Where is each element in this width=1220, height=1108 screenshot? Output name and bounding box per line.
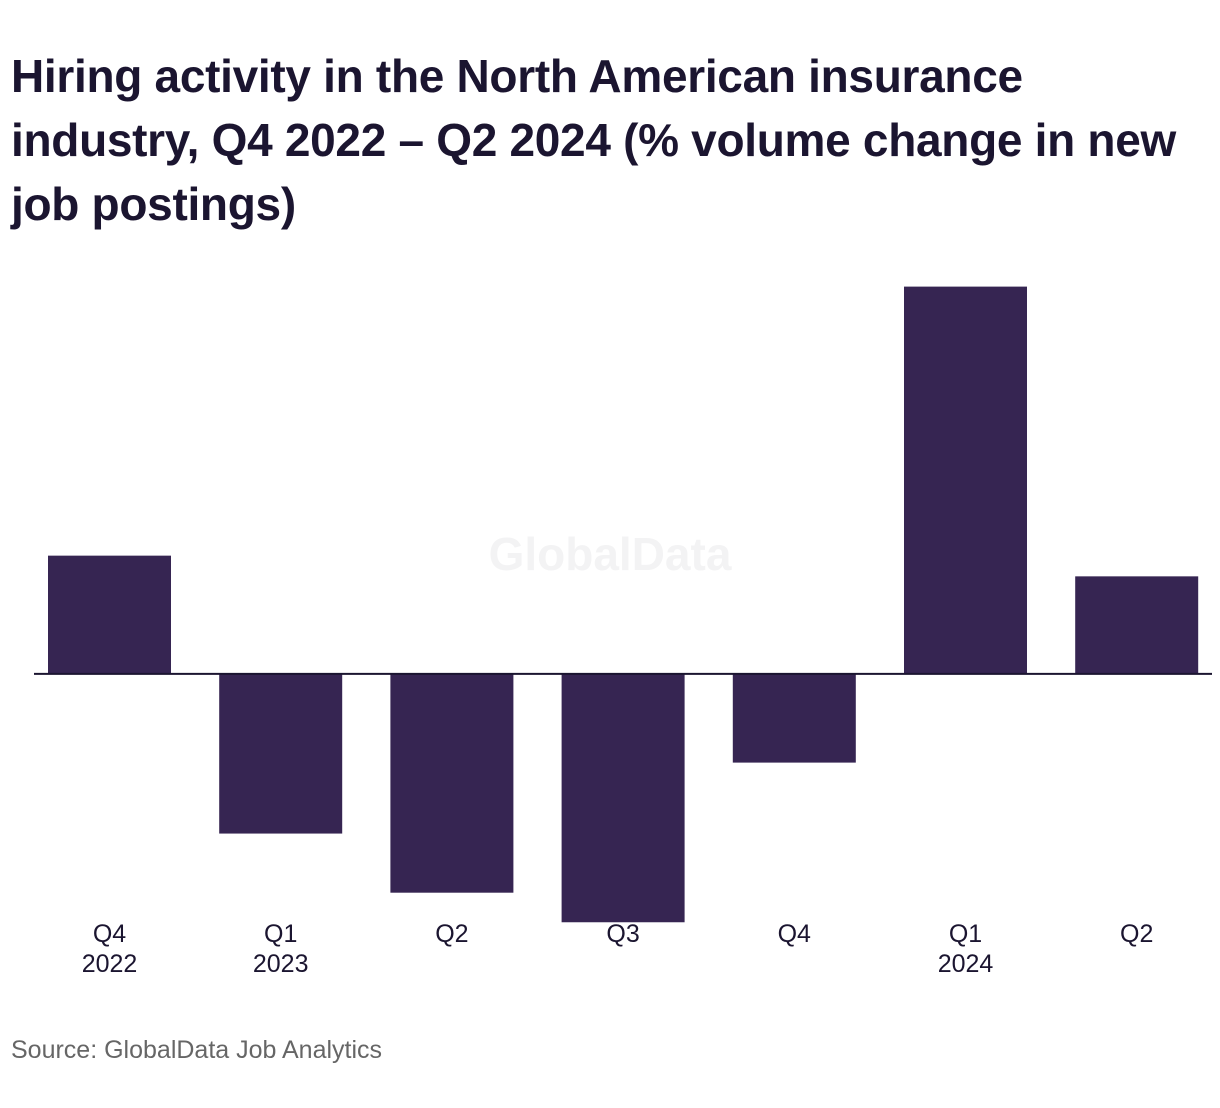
x-tick-label-1-1: 2023 bbox=[253, 950, 309, 978]
bar-0 bbox=[48, 555, 171, 674]
bar-5 bbox=[904, 286, 1027, 674]
bars-group bbox=[48, 286, 1199, 923]
bar-4 bbox=[732, 673, 856, 763]
x-tick-label-4-0: Q4 bbox=[778, 920, 811, 948]
bar-3 bbox=[561, 673, 685, 923]
bar-1 bbox=[219, 673, 343, 834]
watermark: GlobalData bbox=[489, 528, 732, 580]
x-tick-label-0-0: Q4 bbox=[93, 920, 126, 948]
x-tick-label-1-0: Q1 bbox=[264, 920, 297, 948]
bar-2 bbox=[390, 673, 514, 893]
x-tick-label-0-1: 2022 bbox=[82, 950, 138, 978]
bar-6 bbox=[1075, 576, 1199, 674]
x-tick-label-3-0: Q3 bbox=[606, 920, 639, 948]
source-note: Source: GlobalData Job Analytics bbox=[11, 1036, 383, 1064]
chart-title: Hiring activity in the North American in… bbox=[11, 50, 1176, 230]
x-tick-label-2-0: Q2 bbox=[435, 920, 468, 948]
x-tick-label-6-0: Q2 bbox=[1120, 920, 1153, 948]
x-tick-label-5-1: 2024 bbox=[938, 950, 994, 978]
x-tick-label-5-0: Q1 bbox=[949, 920, 982, 948]
